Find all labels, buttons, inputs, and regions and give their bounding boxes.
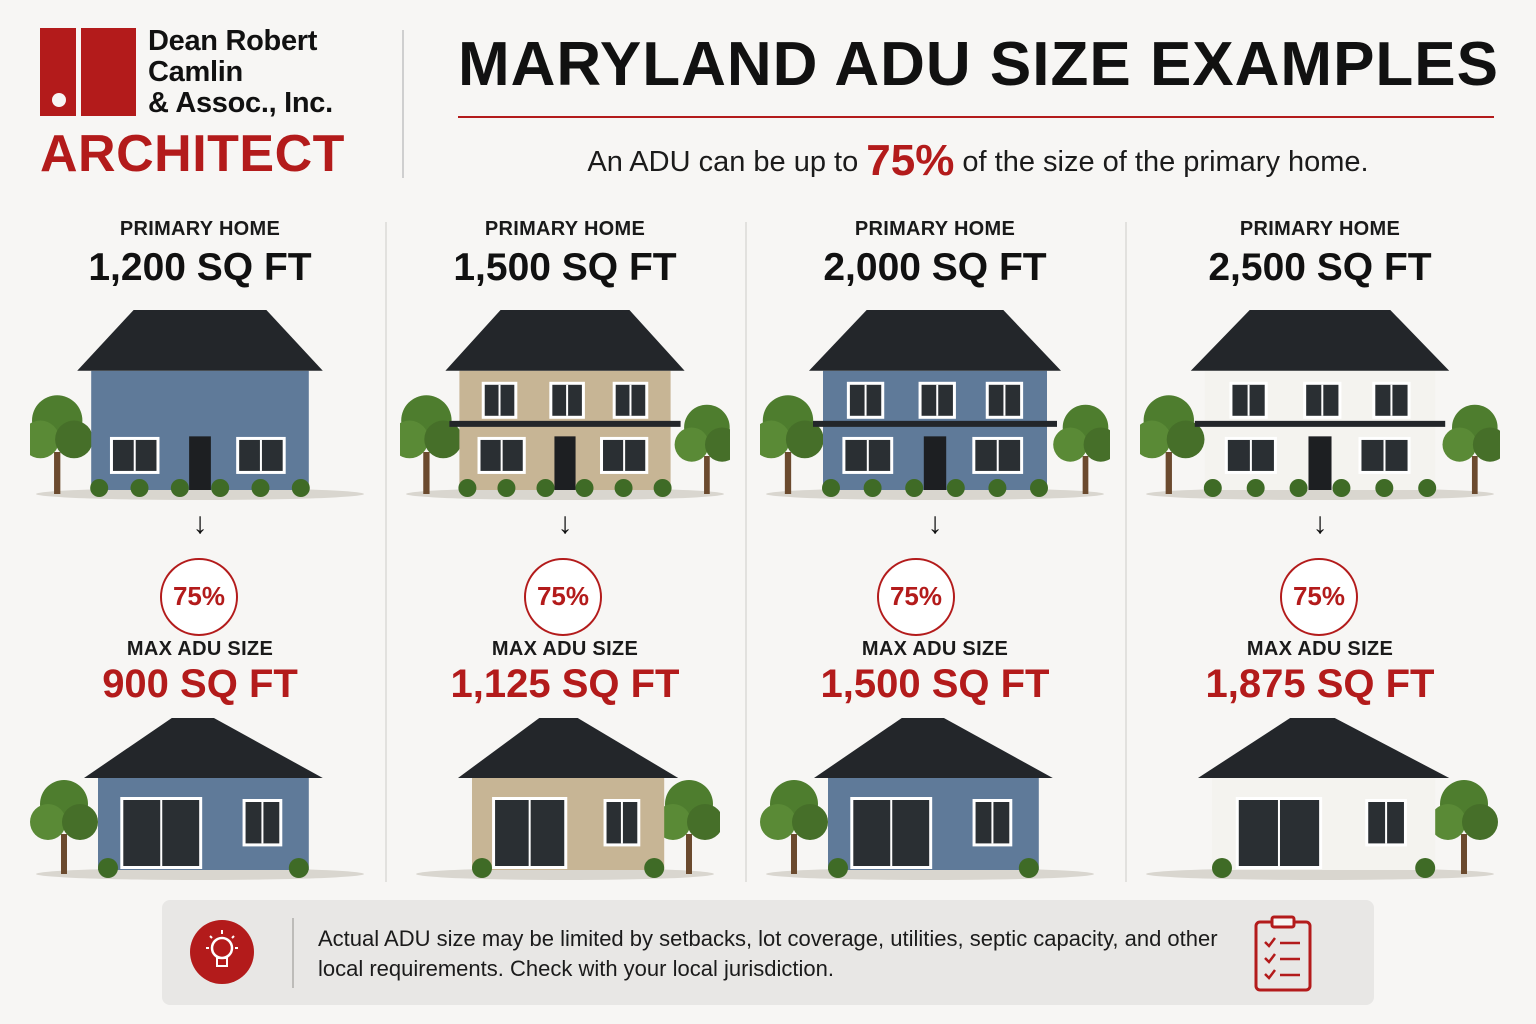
column-divider <box>1125 222 1127 882</box>
primary-home-size: 1,200 SQ FT <box>88 246 312 289</box>
primary-home-size: 2,000 SQ FT <box>823 246 1047 289</box>
primary-home-illustration <box>1140 310 1500 500</box>
percent-badge: 75% <box>877 558 955 636</box>
primary-home-label: PRIMARY HOME <box>854 218 1016 240</box>
subtitle-after: of the size of the primary home. <box>962 146 1369 178</box>
max-adu-size: 1,500 SQ FT <box>820 662 1050 706</box>
primary-home-label: PRIMARY HOME <box>119 218 281 240</box>
primary-home-label: PRIMARY HOME <box>1239 218 1401 240</box>
primary-home-label: PRIMARY HOME <box>484 218 646 240</box>
max-adu-label: MAX ADU SIZE <box>126 638 274 660</box>
primary-home-illustration <box>400 310 730 500</box>
note-divider <box>292 918 294 988</box>
adu-illustration <box>416 718 720 880</box>
percent-badge: 75% <box>1280 558 1358 636</box>
primary-home-illustration <box>760 310 1110 500</box>
max-adu-label: MAX ADU SIZE <box>491 638 639 660</box>
lightbulb-icon <box>190 920 254 984</box>
adu-illustration <box>760 718 1094 880</box>
example-column-4: PRIMARY HOME 2,500 SQ FT ↓ 75% MAX ADU S… <box>1130 210 1510 900</box>
max-adu-size: 900 SQ FT <box>102 662 298 706</box>
max-adu-label: MAX ADU SIZE <box>1246 638 1394 660</box>
page-title: MARYLAND ADU SIZE EXAMPLES <box>458 30 1500 99</box>
disclaimer-text: Actual ADU size may be limited by setbac… <box>318 926 1218 981</box>
logo-mark <box>40 28 136 116</box>
down-arrow-icon: ↓ <box>557 507 573 540</box>
column-divider <box>745 222 747 882</box>
logo-company-name: Dean Robert Camlin & Assoc., Inc. <box>148 25 333 119</box>
primary-home-size: 1,500 SQ FT <box>453 246 677 289</box>
percent-badge: 75% <box>524 558 602 636</box>
max-adu-size: 1,125 SQ FT <box>450 662 680 706</box>
logo-architect-text: ARCHITECT <box>40 125 345 183</box>
max-adu-label: MAX ADU SIZE <box>861 638 1009 660</box>
down-arrow-icon: ↓ <box>192 507 208 540</box>
clipboard-checklist-icon <box>1252 914 1314 994</box>
max-adu-size: 1,875 SQ FT <box>1205 662 1435 706</box>
down-arrow-icon: ↓ <box>1312 507 1328 540</box>
primary-home-illustration <box>30 310 364 500</box>
subtitle-percent: 75% <box>866 136 955 185</box>
adu-illustration <box>30 718 364 880</box>
percent-badge: 75% <box>160 558 238 636</box>
example-column-1: PRIMARY HOME 1,200 SQ FT ↓ 75% MAX ADU S… <box>20 210 380 900</box>
subtitle-before: An ADU can be up to <box>587 146 859 178</box>
page-subtitle: An ADU can be up to 75% of the size of t… <box>458 136 1498 187</box>
header-divider <box>402 30 404 178</box>
down-arrow-icon: ↓ <box>927 507 943 540</box>
example-column-3: PRIMARY HOME 2,000 SQ FT ↓ 75% MAX ADU S… <box>750 210 1120 900</box>
adu-illustration <box>1146 718 1498 880</box>
example-column-2: PRIMARY HOME 1,500 SQ FT ↓ 75% MAX ADU S… <box>390 210 740 900</box>
column-divider <box>385 222 387 882</box>
disclaimer-note: Actual ADU size may be limited by setbac… <box>162 900 1374 1005</box>
primary-home-size: 2,500 SQ FT <box>1208 246 1432 289</box>
title-underline <box>458 116 1494 118</box>
